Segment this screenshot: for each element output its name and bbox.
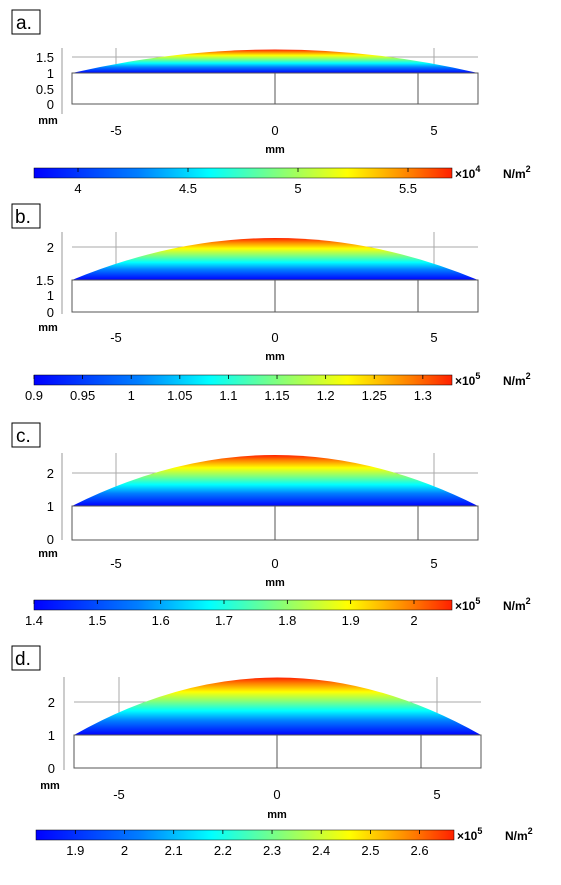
pressure-dome — [74, 677, 481, 735]
panel-label: c. — [16, 426, 31, 447]
colorbar-tick-label: 5 — [294, 181, 301, 196]
panel-c: c. 0 1 2 mm -5 0 5 mm 1.4 1.5 1.6 1.7 1.8 1.9… — [11, 422, 531, 628]
x-tick-label: 5 — [430, 123, 437, 138]
colorbar-tick-label: 1.1 — [219, 388, 237, 403]
colorbar-tick-label: 1.8 — [278, 613, 296, 628]
colorbar-tick-label: 0.95 — [70, 388, 95, 403]
panel-a: a. 0 0.5 1 1.5 mm -5 0 5 mm 4 4.5 5 5.5 ×10… — [11, 9, 531, 196]
colorbar-tick-label: 1.2 — [317, 388, 335, 403]
colorbar-unit: N/m2 — [503, 164, 531, 181]
pressure-dome — [72, 49, 478, 73]
colorbar-unit: N/m2 — [503, 596, 531, 613]
panel-label: a. — [16, 13, 32, 34]
y-tick-label: 0 — [47, 305, 54, 320]
pressure-dome — [72, 238, 478, 280]
x-tick-label: 0 — [271, 556, 278, 571]
colorbar-tick-label: 2 — [121, 843, 128, 858]
colorbar-multiplier: ×105 — [457, 826, 482, 843]
colorbar-tick-label: 1.9 — [342, 613, 360, 628]
colorbar-tick-label: 2.5 — [361, 843, 379, 858]
colorbar-tick-label: 1.15 — [264, 388, 289, 403]
colorbar-multiplier: ×105 — [455, 596, 480, 613]
y-tick-label: 0 — [47, 532, 54, 547]
colorbar-tick-label: 0.9 — [25, 388, 43, 403]
x-unit-label: mm — [267, 809, 287, 821]
x-unit-label: mm — [265, 351, 285, 363]
colorbar-ticks: 1.9 2 2.1 2.2 2.3 2.4 2.5 2.6 — [66, 830, 429, 858]
x-tick-label: -5 — [113, 787, 125, 802]
x-tick-label: -5 — [110, 556, 122, 571]
x-unit-label: mm — [265, 144, 285, 156]
y-tick-label: 1.5 — [36, 273, 54, 288]
colorbar-tick-label: 1.6 — [152, 613, 170, 628]
colorbar — [33, 599, 453, 611]
colorbar-tick-label: 4.5 — [179, 181, 197, 196]
panel-b: b. 0 1 1.5 2 mm -5 0 5 mm 0.9 0.95 1 1.05 1.… — [11, 203, 531, 403]
panel-label: b. — [15, 207, 31, 228]
x-unit-label: mm — [265, 577, 285, 589]
colorbar-tick-label: 4 — [74, 181, 81, 196]
y-tick-label: 0 — [47, 97, 54, 112]
panel-label-box — [11, 9, 41, 35]
x-tick-label: 5 — [430, 330, 437, 345]
colorbar-tick-label: 2.4 — [312, 843, 330, 858]
colorbar-tick-label: 2.2 — [214, 843, 232, 858]
panel-label-box — [11, 422, 41, 448]
y-tick-label: 0 — [48, 761, 55, 776]
x-tick-label: 5 — [433, 787, 440, 802]
colorbar-tick-label: 1.9 — [66, 843, 84, 858]
colorbar — [35, 829, 455, 841]
y-tick-label: 1.5 — [36, 50, 54, 65]
y-tick-label: 2 — [47, 466, 54, 481]
x-tick-label: -5 — [110, 330, 122, 345]
colorbar-tick-label: 5.5 — [399, 181, 417, 196]
colorbar-tick-label: 2.6 — [411, 843, 429, 858]
x-tick-label: 0 — [273, 787, 280, 802]
colorbar-unit: N/m2 — [503, 371, 531, 388]
colorbar-ticks: 1.4 1.5 1.6 1.7 1.8 1.9 2 — [25, 600, 418, 628]
x-tick-label: -5 — [110, 123, 122, 138]
y-tick-label: 0.5 — [36, 82, 54, 97]
panel-d: d. 0 1 2 mm -5 0 5 mm 1.9 2 2.1 2.2 2.3 2.4 2.… — [11, 645, 533, 858]
colorbar-tick-label: 1.05 — [167, 388, 192, 403]
colorbar-unit: N/m2 — [505, 826, 533, 843]
colorbar-tick-label: 1 — [128, 388, 135, 403]
panel-label: d. — [15, 649, 31, 670]
y-tick-label: 1 — [47, 499, 54, 514]
colorbar-ticks: 0.9 0.95 1 1.05 1.1 1.15 1.2 1.25 1.3 — [25, 375, 432, 403]
y-unit-label: mm — [38, 548, 58, 560]
colorbar — [33, 374, 453, 386]
colorbar-tick-label: 1.5 — [88, 613, 106, 628]
y-unit-label: mm — [38, 115, 58, 127]
y-tick-label: 2 — [48, 695, 55, 710]
y-unit-label: mm — [40, 780, 60, 792]
x-tick-label: 0 — [271, 123, 278, 138]
pressure-dome — [72, 455, 478, 506]
colorbar-tick-label: 1.3 — [414, 388, 432, 403]
colorbar-multiplier: ×105 — [455, 371, 480, 388]
colorbar-tick-label: 1.7 — [215, 613, 233, 628]
x-tick-label: 0 — [271, 330, 278, 345]
y-tick-label: 2 — [47, 240, 54, 255]
panel-label-box — [11, 203, 41, 229]
colorbar — [33, 167, 453, 179]
colorbar-tick-label: 2 — [410, 613, 417, 628]
y-tick-label: 1 — [48, 728, 55, 743]
colorbar-tick-label: 1.4 — [25, 613, 43, 628]
y-unit-label: mm — [38, 322, 58, 334]
x-tick-label: 5 — [430, 556, 437, 571]
colorbar-tick-label: 2.1 — [165, 843, 183, 858]
colorbar-ticks: 4 4.5 5 5.5 — [74, 168, 417, 196]
y-tick-label: 1 — [47, 288, 54, 303]
panel-label-box — [11, 645, 41, 671]
colorbar-multiplier: ×104 — [455, 164, 480, 181]
colorbar-tick-label: 2.3 — [263, 843, 281, 858]
colorbar-tick-label: 1.25 — [362, 388, 387, 403]
y-tick-label: 1 — [47, 66, 54, 81]
